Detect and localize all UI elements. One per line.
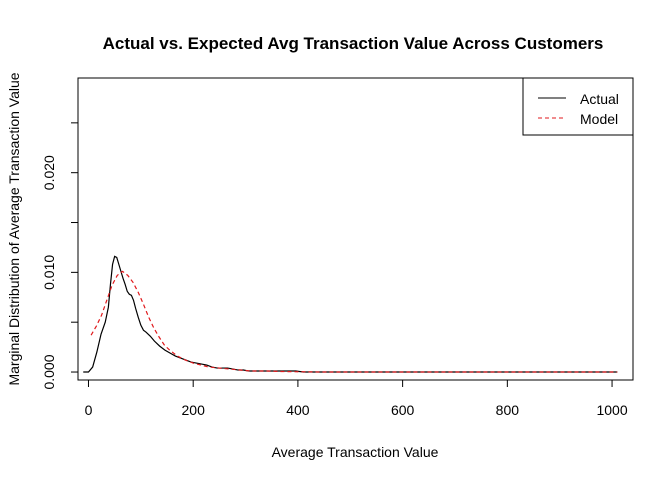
y-tick-label-0: 0.000 bbox=[41, 354, 57, 389]
legend: Actual Model bbox=[522, 77, 634, 136]
series-line-model bbox=[90, 270, 618, 373]
x-axis: 0 200 400 600 800 1000 bbox=[85, 380, 628, 418]
y-tick-label-2: 0.010 bbox=[41, 255, 57, 290]
plot-frame bbox=[77, 77, 634, 381]
legend-label-model: Model bbox=[580, 111, 618, 127]
legend-box bbox=[522, 77, 634, 136]
series-line-actual bbox=[83, 255, 618, 373]
chart-title: Actual vs. Expected Avg Transaction Valu… bbox=[103, 34, 604, 53]
y-axis-label: Marginal Distribution of Average Transac… bbox=[6, 72, 22, 385]
legend-label-actual: Actual bbox=[580, 91, 619, 107]
y-axis: 0.000 0.010 0.020 bbox=[41, 122, 78, 390]
series-layer bbox=[83, 255, 618, 373]
x-tick-label-600: 600 bbox=[391, 402, 415, 418]
y-tick-label-4: 0.020 bbox=[41, 155, 57, 190]
x-tick-label-800: 800 bbox=[496, 402, 520, 418]
x-tick-label-1000: 1000 bbox=[596, 402, 627, 418]
x-tick-label-400: 400 bbox=[286, 402, 310, 418]
x-axis-label: Average Transaction Value bbox=[272, 444, 439, 460]
x-tick-label-0: 0 bbox=[85, 402, 93, 418]
x-tick-label-200: 200 bbox=[182, 402, 206, 418]
